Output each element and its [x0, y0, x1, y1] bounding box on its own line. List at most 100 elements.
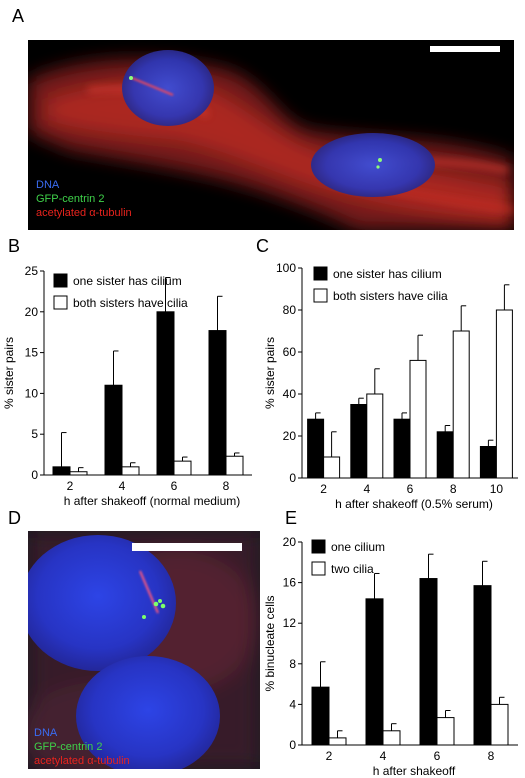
- centriole-d-4: [142, 615, 146, 619]
- x-axis-title: h after shakeoff: [373, 764, 456, 778]
- bar-open: [69, 471, 88, 476]
- bar-filled: [156, 311, 175, 476]
- legend-a-centrin: GFP-centrin 2: [36, 193, 105, 205]
- bar-open: [121, 466, 140, 476]
- y-tick-label: 5: [31, 427, 38, 441]
- bar-open: [382, 730, 401, 746]
- bar-open: [328, 737, 347, 746]
- bar-open: [366, 393, 384, 479]
- panel-a-letter: A: [12, 6, 25, 26]
- y-tick-label: 10: [25, 386, 39, 400]
- y-tick-label: 0: [31, 468, 38, 482]
- centriole-right-1: [378, 158, 382, 162]
- nucleus-d-upper: [28, 535, 176, 671]
- x-tick-label: 6: [434, 749, 441, 763]
- bar-filled: [307, 418, 325, 479]
- y-tick-label: 0: [289, 738, 296, 752]
- nucleus-d-lower: [76, 656, 220, 769]
- y-tick-label: 100: [276, 261, 296, 275]
- legend-label: two cilia: [331, 562, 374, 576]
- legend-swatch: [313, 288, 328, 303]
- x-tick-label: 6: [407, 482, 414, 496]
- legend-label: one sister has cilium: [333, 267, 442, 281]
- chart-e: 0 4 8 12 16 20 % binucleate cells 2 4 6 8 h after s…: [263, 535, 518, 778]
- y-tick-label: 20: [283, 535, 297, 549]
- legend-a-dna: DNA: [36, 179, 60, 191]
- bar-filled: [311, 686, 330, 746]
- y-axis-title: % binucleate cells: [263, 595, 277, 691]
- panel-d-micrograph: DNA GFP-centrin 2 acetylated α-tubulin: [28, 531, 260, 769]
- micrograph-a-image: [28, 46, 514, 230]
- x-tick-label: 4: [119, 479, 126, 493]
- x-tick-label: 4: [380, 749, 387, 763]
- y-axis-title: % sister pairs: [2, 337, 16, 409]
- x-tick-label: 8: [450, 482, 457, 496]
- legend-swatch: [313, 266, 328, 281]
- centriole-left: [129, 76, 133, 80]
- panel-d-letter: D: [8, 508, 21, 528]
- bar-open: [323, 456, 341, 479]
- bar-filled: [208, 330, 227, 476]
- y-tick-label: 12: [283, 616, 297, 630]
- y-tick-label: 80: [283, 303, 297, 317]
- legend-d-centrin: GFP-centrin 2: [34, 741, 103, 753]
- bar-open: [409, 359, 427, 479]
- y-tick-label: 20: [283, 429, 297, 443]
- legend-swatch: [311, 561, 326, 576]
- centriole-d-2: [160, 603, 166, 609]
- centriole-right-2: [376, 165, 380, 169]
- cilium-line: [131, 77, 174, 96]
- bar-open: [436, 717, 455, 746]
- bar-filled: [365, 598, 384, 746]
- legend-swatch: [311, 539, 326, 554]
- panel-c-letter: C: [256, 236, 269, 256]
- bar-open: [490, 703, 509, 746]
- y-tick-label: 20: [25, 305, 39, 319]
- scale-bar-a: [430, 46, 500, 52]
- y-tick-label: 60: [283, 345, 297, 359]
- x-tick-label: 2: [326, 749, 333, 763]
- nucleus-right: [311, 133, 435, 197]
- x-tick-label: 10: [490, 482, 504, 496]
- y-tick-label: 25: [25, 264, 39, 278]
- centriole-d-3: [158, 599, 162, 603]
- panel-b-letter: B: [8, 236, 21, 256]
- bar-filled: [419, 578, 438, 746]
- y-tick-label: 4: [289, 697, 296, 711]
- micrograph-d-image: [28, 531, 260, 769]
- legend-d-tubulin: acetylated α-tubulin: [34, 755, 130, 767]
- bar-open: [452, 330, 470, 479]
- panel-a-micrograph: DNA GFP-centrin 2 acetylated α-tubulin: [28, 40, 514, 230]
- y-tick-label: 15: [25, 346, 39, 360]
- x-tick-label: 2: [67, 479, 74, 493]
- x-tick-label: 2: [320, 482, 327, 496]
- bar-open: [495, 309, 513, 479]
- panel-e-letter: E: [285, 508, 298, 528]
- bar-filled: [350, 404, 368, 479]
- x-tick-label: 4: [363, 482, 370, 496]
- bar-open: [173, 460, 192, 476]
- y-tick-label: 40: [283, 387, 297, 401]
- centriole-d-1: [153, 601, 159, 607]
- x-tick-label: 8: [488, 749, 495, 763]
- bar-filled: [104, 384, 123, 476]
- chart-c: 0 20 40 60 80 100 % sister pairs 2 4 6 8 10h after …: [263, 261, 518, 511]
- y-axis-title: % sister pairs: [263, 337, 277, 409]
- legend-label: both sisters have cilia: [73, 296, 188, 310]
- chart-b: 0 5 10 15 20 25 % sister pairs 2 4 6 8h after shak…: [2, 264, 252, 508]
- x-axis-title: h after shakeoff (normal medium): [64, 494, 241, 508]
- bar-filled: [479, 446, 497, 479]
- legend-swatch: [53, 273, 68, 288]
- scale-bar-d: [132, 543, 242, 551]
- legend-label: one sister has cilium: [73, 274, 182, 288]
- legend-swatch: [53, 295, 68, 310]
- bar-open: [225, 455, 244, 476]
- bar-filled: [393, 418, 411, 479]
- x-tick-label: 8: [223, 479, 230, 493]
- y-tick-label: 0: [289, 471, 296, 485]
- x-tick-label: 6: [171, 479, 178, 493]
- bar-filled: [473, 585, 492, 746]
- legend-label: both sisters have cilia: [333, 289, 448, 303]
- bar-filled: [52, 466, 71, 476]
- legend-d-dna: DNA: [34, 727, 58, 739]
